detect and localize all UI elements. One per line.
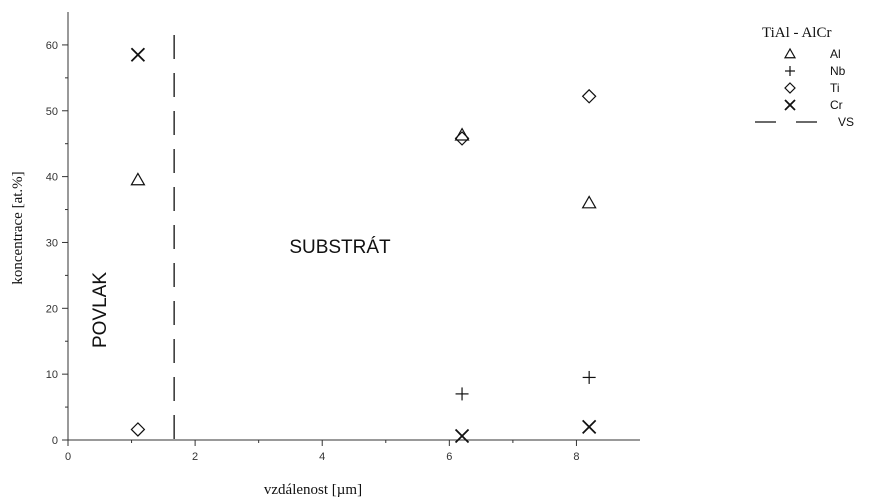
point-cr <box>582 419 597 434</box>
point-cr <box>130 47 146 62</box>
annotation-substrat: SUBSTRÁT <box>289 237 391 258</box>
point-cr <box>454 428 470 444</box>
axis-ticks: 0 2 4 6 8 0 10 20 30 40 50 60 <box>46 40 580 463</box>
point-al <box>581 195 597 209</box>
point-ti <box>454 131 470 146</box>
y-tick-label: 50 <box>46 106 58 118</box>
x-stroke-b <box>130 47 146 62</box>
point-ti <box>130 422 146 437</box>
triangle-shape <box>454 127 470 141</box>
axes <box>67 12 640 441</box>
diamond-shape <box>581 88 597 104</box>
x-stroke-b <box>454 428 470 444</box>
y-tick-label: 30 <box>46 237 58 249</box>
x-tick-label: 4 <box>319 451 325 463</box>
diamond-shape <box>130 422 146 437</box>
annotation-povlak: POVLAK <box>90 272 111 348</box>
x-tick-label: 8 <box>573 451 579 463</box>
diamond-shape <box>784 82 796 94</box>
x-tick-label: 0 <box>65 451 71 463</box>
triangle-shape <box>581 195 597 209</box>
data-markers <box>130 47 597 444</box>
x-tick-label: 6 <box>446 451 452 463</box>
diamond-shape <box>454 131 470 146</box>
legend-marker-cr <box>784 99 796 111</box>
y-tick-label: 0 <box>52 435 58 447</box>
point-al <box>130 172 146 186</box>
legend-label-ti: Ti <box>830 81 840 95</box>
y-tick-label: 60 <box>46 40 58 52</box>
legend-marker-nb <box>785 66 795 76</box>
legend-marker-al <box>783 47 797 59</box>
x-axis-label: vzdálenost [µm] <box>264 482 362 498</box>
y-axis-label: koncentrace [at.%] <box>10 171 26 284</box>
point-nb <box>582 370 596 384</box>
legend: TiAl - AlCr Al Nb Ti Cr VS <box>755 25 854 129</box>
x-stroke-b <box>784 99 796 111</box>
y-tick-label: 10 <box>46 369 58 381</box>
y-tick-label: 20 <box>46 303 58 315</box>
y-tick-label: 40 <box>46 172 58 184</box>
triangle-shape <box>130 172 146 186</box>
point-nb <box>455 387 469 401</box>
triangle-shape <box>783 47 797 59</box>
legend-marker-ti <box>784 82 796 94</box>
legend-label-vs: VS <box>838 115 854 129</box>
legend-label-nb: Nb <box>830 64 846 78</box>
legend-title: TiAl - AlCr <box>762 25 831 41</box>
legend-label-cr: Cr <box>830 98 843 112</box>
x-tick-label: 2 <box>192 451 198 463</box>
point-ti <box>581 88 597 104</box>
legend-label-al: Al <box>830 47 841 61</box>
x-stroke-b <box>582 419 597 434</box>
point-al <box>454 127 470 141</box>
